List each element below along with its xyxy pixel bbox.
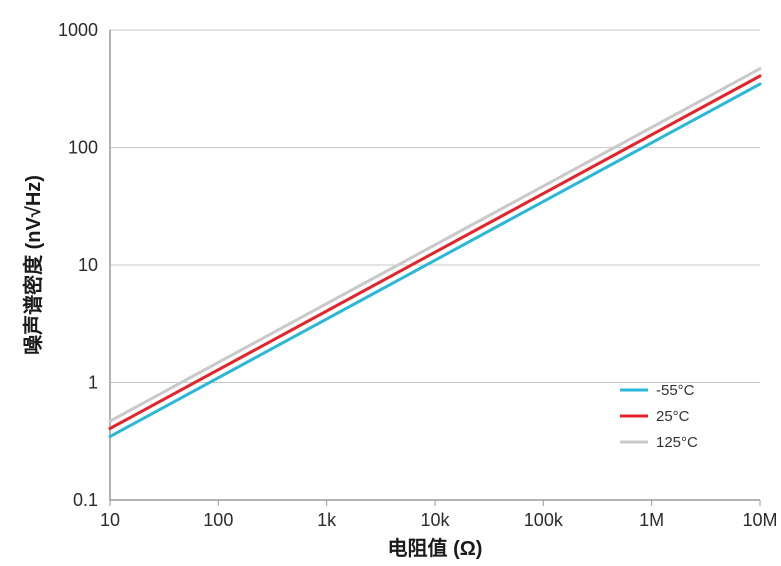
svg-text:噪声谱密度 (nV√Hz): 噪声谱密度 (nV√Hz) xyxy=(21,175,45,355)
x-axis-title: 电阻值 (Ω) xyxy=(388,536,483,560)
y-tick-label: 100 xyxy=(68,138,98,158)
y-axis-title: 噪声谱密度 (nV√Hz) xyxy=(21,175,45,355)
x-tick-label: 10 xyxy=(100,510,120,530)
legend-label: -55°C xyxy=(656,382,695,399)
x-tick-label: 100 xyxy=(203,510,233,530)
x-tick-label: 100k xyxy=(524,510,564,530)
x-tick-label: 1M xyxy=(639,510,664,530)
legend-label: 125°C xyxy=(656,434,698,451)
chart-svg: 0.1 1 10 100 1000 10 100 1k 10k 100k 1M 10M 电阻值 (Ω) 噪… xyxy=(0,0,781,566)
legend-label: 25°C xyxy=(656,408,690,425)
y-tick-label: 1000 xyxy=(58,20,98,40)
x-tick-label: 10M xyxy=(742,510,777,530)
x-tick-label: 10k xyxy=(420,510,450,530)
y-tick-label: 0.1 xyxy=(73,490,98,510)
y-tick-label: 1 xyxy=(88,373,98,393)
x-tick-label: 1k xyxy=(317,510,337,530)
noise-density-chart: 0.1 1 10 100 1000 10 100 1k 10k 100k 1M 10M 电阻值 (Ω) 噪… xyxy=(0,0,781,566)
y-tick-label: 10 xyxy=(78,255,98,275)
